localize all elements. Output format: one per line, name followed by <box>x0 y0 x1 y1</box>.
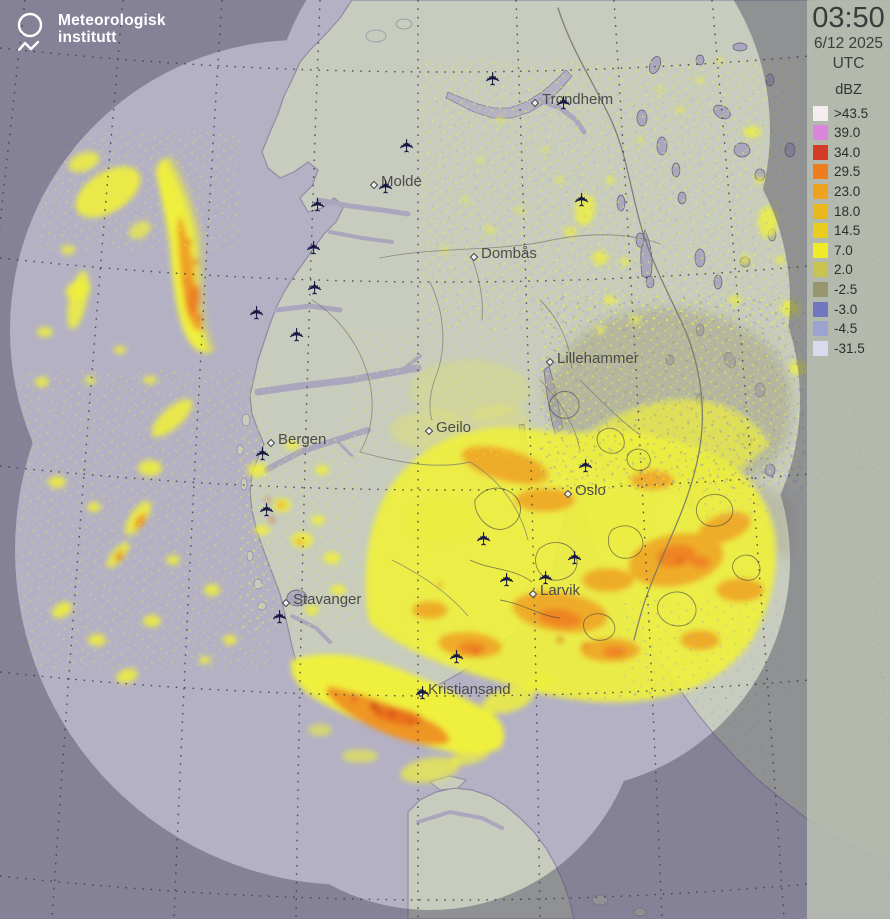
logo-line1: Meteorologisk <box>58 12 166 29</box>
legend-row: -2.5 <box>807 280 890 300</box>
legend-row: 39.0 <box>807 123 890 143</box>
contour-lines <box>469 391 761 641</box>
legend-swatch <box>813 164 828 180</box>
legend-row: 34.0 <box>807 143 890 163</box>
legend-swatch <box>813 105 828 121</box>
radar-noise <box>20 60 810 820</box>
legend-row: 14.5 <box>807 221 890 241</box>
legend-value: 39.0 <box>834 125 861 141</box>
legend-unit: dBZ <box>835 82 862 99</box>
logo-line2: institutt <box>58 28 117 46</box>
legend-row: -3.0 <box>807 299 890 319</box>
legend-value: -31.5 <box>834 340 865 356</box>
met-logo-icon <box>13 10 49 61</box>
legend-value: 29.5 <box>834 164 861 180</box>
legend-swatch <box>813 183 828 199</box>
legend-row: -4.5 <box>807 319 890 339</box>
legend-swatch <box>813 340 828 356</box>
legend-scale: >43.5 39.0 34.0 29.5 23.0 18.0 14.5 7.0 2.0 -2.5 -… <box>807 103 890 358</box>
borders <box>311 7 704 641</box>
legend-row: -31.5 <box>807 338 890 358</box>
legend-swatch <box>813 223 828 239</box>
legend-value: 7.0 <box>834 242 853 258</box>
legend-swatch <box>813 203 828 219</box>
clock-date: 6/12 2025 <box>814 35 883 53</box>
clock-time: 03:50 <box>812 2 885 34</box>
legend-value: 14.5 <box>834 223 861 239</box>
met-logo-text: Meteorologisk institutt <box>58 12 166 46</box>
legend-value: 2.0 <box>834 262 853 278</box>
legend-panel: 03:50 6/12 2025 UTC dBZ >43.5 39.0 34.0 29.… <box>807 0 890 919</box>
legend-swatch <box>813 321 828 337</box>
clock-timezone: UTC <box>832 55 865 73</box>
legend-swatch <box>813 125 828 141</box>
legend-row: 29.5 <box>807 162 890 182</box>
legend-row: >43.5 <box>807 103 890 123</box>
legend-value: 23.0 <box>834 183 861 199</box>
legend-value: 34.0 <box>834 144 861 160</box>
legend-value: >43.5 <box>834 105 869 121</box>
legend-row: 7.0 <box>807 240 890 260</box>
legend-swatch <box>813 262 828 278</box>
met-institute-logo: Meteorologisk institutt <box>13 10 166 61</box>
legend-value: -3.0 <box>834 301 858 317</box>
legend-value: 18.0 <box>834 203 861 219</box>
legend-swatch <box>813 301 828 317</box>
legend-row: 2.0 <box>807 260 890 280</box>
legend-swatch <box>813 242 828 258</box>
legend-row: 18.0 <box>807 201 890 221</box>
legend-row: 23.0 <box>807 182 890 202</box>
legend-value: -2.5 <box>834 281 858 297</box>
legend-swatch <box>813 144 828 160</box>
legend-swatch <box>813 281 828 297</box>
legend-value: -4.5 <box>834 321 858 337</box>
